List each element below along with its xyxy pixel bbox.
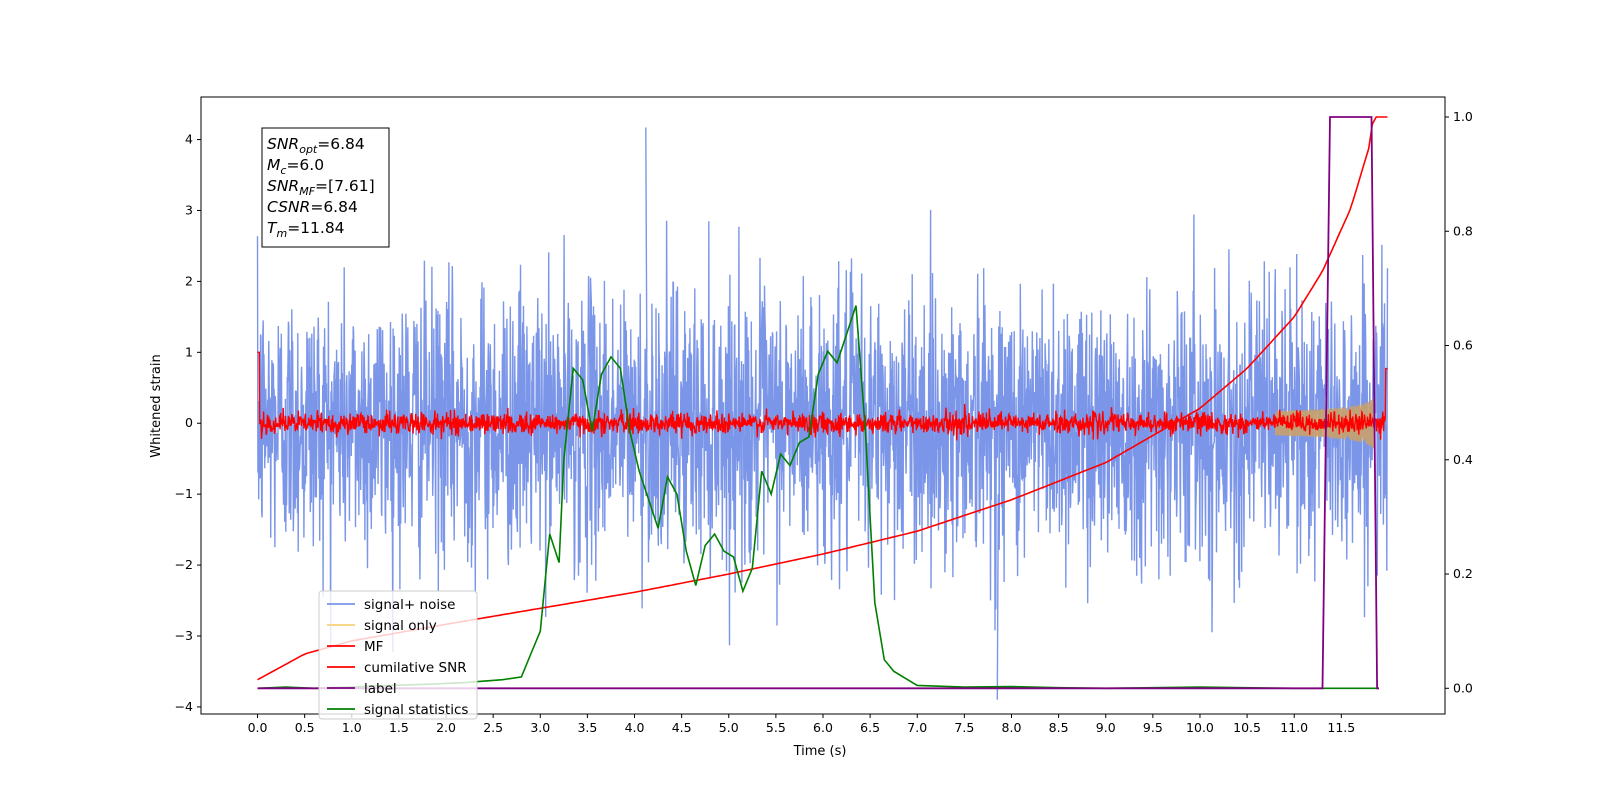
legend-label: signal statistics — [364, 702, 468, 718]
y-tick-label: 3 — [185, 202, 193, 217]
annotation-line: CSNR=6.84 — [267, 198, 358, 216]
x-tick-label: 5.0 — [719, 720, 739, 735]
y-tick-label: −4 — [175, 699, 193, 714]
y2-tick-label: 0.8 — [1453, 223, 1473, 238]
y2-tick-label: 0.6 — [1453, 338, 1473, 353]
annotation-line: Mc=6.0 — [267, 156, 324, 177]
series-label — [257, 116, 1379, 690]
x-tick-label: 8.0 — [1002, 720, 1022, 735]
x-tick-label: 0.0 — [248, 720, 268, 735]
x-tick-label: 10.0 — [1186, 720, 1214, 735]
y-tick-label: 4 — [185, 132, 193, 147]
x-tick-label: 9.0 — [1096, 720, 1116, 735]
y2-tick-label: 0.4 — [1453, 452, 1473, 467]
y-tick-label: −2 — [175, 557, 193, 572]
x-tick-label: 7.0 — [907, 720, 927, 735]
legend-label: signal only — [364, 618, 437, 634]
y-axis-right: 0.0 0.2 0.4 0.6 0.8 1.0 — [1445, 109, 1473, 695]
x-tick-label: 0.5 — [295, 720, 315, 735]
legend-label: cumilative SNR — [364, 660, 467, 676]
x-tick-label: 10.5 — [1233, 720, 1261, 735]
label-line — [257, 116, 1379, 690]
signal-plus-noise-spike — [645, 127, 648, 353]
y-axis-label: Whitened strain — [149, 354, 164, 457]
x-tick-label: 8.5 — [1049, 720, 1069, 735]
x-tick-label: 7.5 — [954, 720, 974, 735]
x-axis: 0.0 0.5 1.0 1.5 2.0 2.5 3.0 3.5 4.0 4.5 5.0 5.5 6.0 6… — [248, 714, 1355, 735]
mf-line — [257, 351, 1388, 441]
x-tick-label: 11.0 — [1280, 720, 1308, 735]
x-tick-label: 3.0 — [530, 720, 550, 735]
annotation-frame — [261, 127, 390, 248]
y-tick-label: 2 — [185, 273, 193, 288]
signal-plus-noise-line — [256, 209, 1389, 653]
signal-statistics-line — [257, 305, 1379, 690]
x-tick-label: 1.5 — [389, 720, 409, 735]
y2-tick-label: 0.0 — [1453, 680, 1473, 695]
annotation-line: Tm=11.84 — [267, 219, 345, 240]
legend-frame — [318, 590, 478, 720]
x-tick-label: 1.0 — [342, 720, 362, 735]
annotation-line: SNRopt=6.84 — [267, 135, 365, 156]
x-tick-label: 3.5 — [577, 720, 597, 735]
y2-tick-label: 0.2 — [1453, 566, 1473, 581]
legend: signal+ noise signal only MF cumilative SNR… — [318, 590, 478, 720]
x-tick-label: 9.5 — [1143, 720, 1163, 735]
x-tick-label: 11.5 — [1327, 720, 1355, 735]
y2-tick-label: 1.0 — [1453, 109, 1473, 124]
legend-label: MF — [364, 639, 383, 655]
x-tick-label: 6.0 — [813, 720, 833, 735]
y-tick-label: 0 — [185, 415, 193, 430]
y-axis-left: −4 −3 −2 −1 0 1 2 3 4 — [175, 132, 201, 714]
x-axis-label: Time (s) — [793, 744, 847, 759]
legend-label: label — [364, 681, 397, 697]
x-tick-label: 2.5 — [483, 720, 503, 735]
series-mf — [257, 351, 1388, 441]
x-tick-label: 2.0 — [436, 720, 456, 735]
x-tick-label: 5.5 — [766, 720, 786, 735]
series-signal-statistics — [257, 305, 1379, 690]
plot-area — [256, 116, 1389, 700]
x-tick-label: 4.0 — [625, 720, 645, 735]
signal-plus-noise-dip — [996, 494, 999, 700]
series-signal-plus-noise — [256, 127, 1389, 700]
y-tick-label: −3 — [175, 628, 193, 643]
legend-label: signal+ noise — [364, 597, 455, 613]
annotation-line: SNRMF=[7.61] — [267, 177, 375, 198]
y-tick-label: 1 — [185, 344, 193, 359]
x-tick-label: 4.5 — [672, 720, 692, 735]
y-tick-label: −1 — [175, 486, 193, 501]
x-tick-label: 6.5 — [860, 720, 880, 735]
